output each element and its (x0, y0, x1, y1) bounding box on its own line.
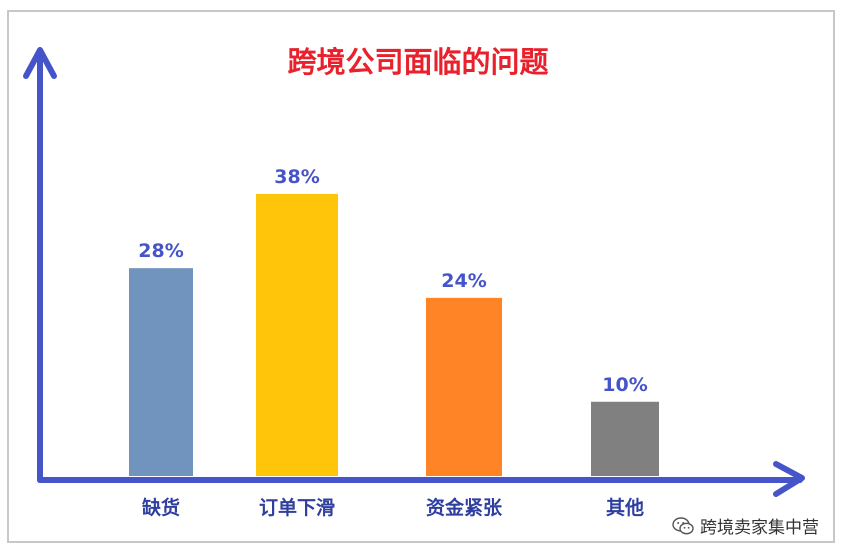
bars-group (129, 193, 659, 476)
data-label-1: 28% (138, 240, 183, 262)
data-label-4: 10% (602, 374, 647, 396)
category-label-4: 其他 (606, 496, 644, 519)
category-label-2: 订单下滑 (259, 496, 335, 519)
data-label-2: 38% (274, 166, 319, 188)
x-axis-arrow-icon (773, 461, 805, 497)
wechat-icon (672, 516, 694, 534)
watermark: 跨境卖家集中营 (668, 511, 823, 540)
data-label-3: 24% (441, 270, 486, 292)
category-label-1: 缺货 (142, 496, 180, 519)
bar-4 (591, 401, 659, 476)
category-label-3: 资金紧张 (426, 496, 503, 519)
bar-1 (129, 268, 193, 476)
chart-title: 跨境公司面临的问题 (287, 45, 548, 79)
watermark-text: 跨境卖家集中营 (700, 518, 819, 538)
y-axis-arrow-icon (23, 47, 57, 79)
bar-2 (256, 193, 338, 476)
labels-group: 28% 缺货 38% 订单下滑 24% 资金紧张 10% 其他 (138, 166, 647, 519)
bar-3 (426, 297, 502, 476)
